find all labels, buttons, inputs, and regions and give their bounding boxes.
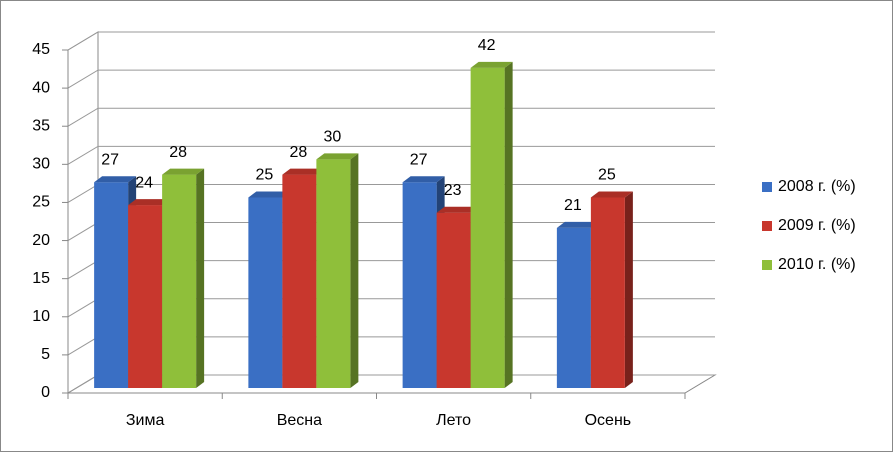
legend-label: 2008 г. (%) — [778, 178, 856, 195]
grid-line — [67, 31, 715, 51]
bar-top — [128, 199, 171, 206]
value-label: 25 — [598, 167, 616, 184]
bar — [282, 174, 317, 388]
bar — [128, 205, 163, 388]
bar — [470, 67, 505, 388]
bar-top — [282, 168, 325, 175]
y-tick-label: 15 — [32, 270, 50, 287]
y-tick-label: 0 — [41, 384, 50, 401]
bar-top — [590, 191, 633, 198]
bar-top — [436, 206, 479, 213]
bar — [94, 182, 129, 388]
bar-top — [470, 61, 513, 68]
x-tick-label: Осень — [585, 412, 632, 429]
y-tick-label: 25 — [32, 194, 50, 211]
x-tick-label: Зима — [126, 412, 165, 429]
value-label: 42 — [478, 37, 496, 54]
bar-side — [196, 168, 205, 388]
bar-top — [316, 153, 359, 160]
bar — [402, 182, 437, 388]
legend-marker — [762, 182, 772, 192]
bar — [162, 174, 197, 388]
bar — [248, 197, 283, 388]
y-tick-label: 30 — [32, 156, 50, 173]
x-tick-label: Весна — [277, 412, 322, 429]
value-label: 25 — [255, 167, 273, 184]
y-tick-label: 40 — [32, 79, 50, 96]
y-tick-label: 20 — [32, 232, 50, 249]
value-label: 24 — [135, 174, 153, 191]
bar-side — [350, 153, 359, 388]
legend-marker — [762, 260, 772, 270]
value-label: 28 — [169, 144, 187, 161]
bar-top — [162, 168, 205, 175]
bar — [556, 227, 591, 388]
bar — [316, 159, 351, 388]
y-tick-label: 45 — [32, 41, 50, 58]
value-label: 27 — [101, 151, 119, 168]
legend-marker — [762, 221, 772, 231]
bar — [436, 212, 471, 388]
value-label: 30 — [323, 129, 341, 146]
bar-side — [624, 191, 633, 388]
bar — [590, 197, 625, 388]
bar-top — [94, 176, 137, 183]
legend-label: 2009 г. (%) — [778, 217, 856, 234]
y-tick-label: 5 — [41, 346, 50, 363]
bar-top — [248, 191, 291, 198]
y-tick-label: 35 — [32, 117, 50, 134]
bar-top — [556, 221, 599, 228]
value-label: 23 — [444, 182, 462, 199]
x-tick-label: Лето — [436, 412, 471, 429]
bar-top — [402, 176, 445, 183]
y-tick-label: 10 — [32, 308, 50, 325]
value-label: 21 — [564, 197, 582, 214]
value-label: 27 — [410, 151, 428, 168]
value-label: 28 — [289, 144, 307, 161]
bar-side — [504, 61, 513, 388]
legend-label: 2010 г. (%) — [778, 256, 856, 273]
